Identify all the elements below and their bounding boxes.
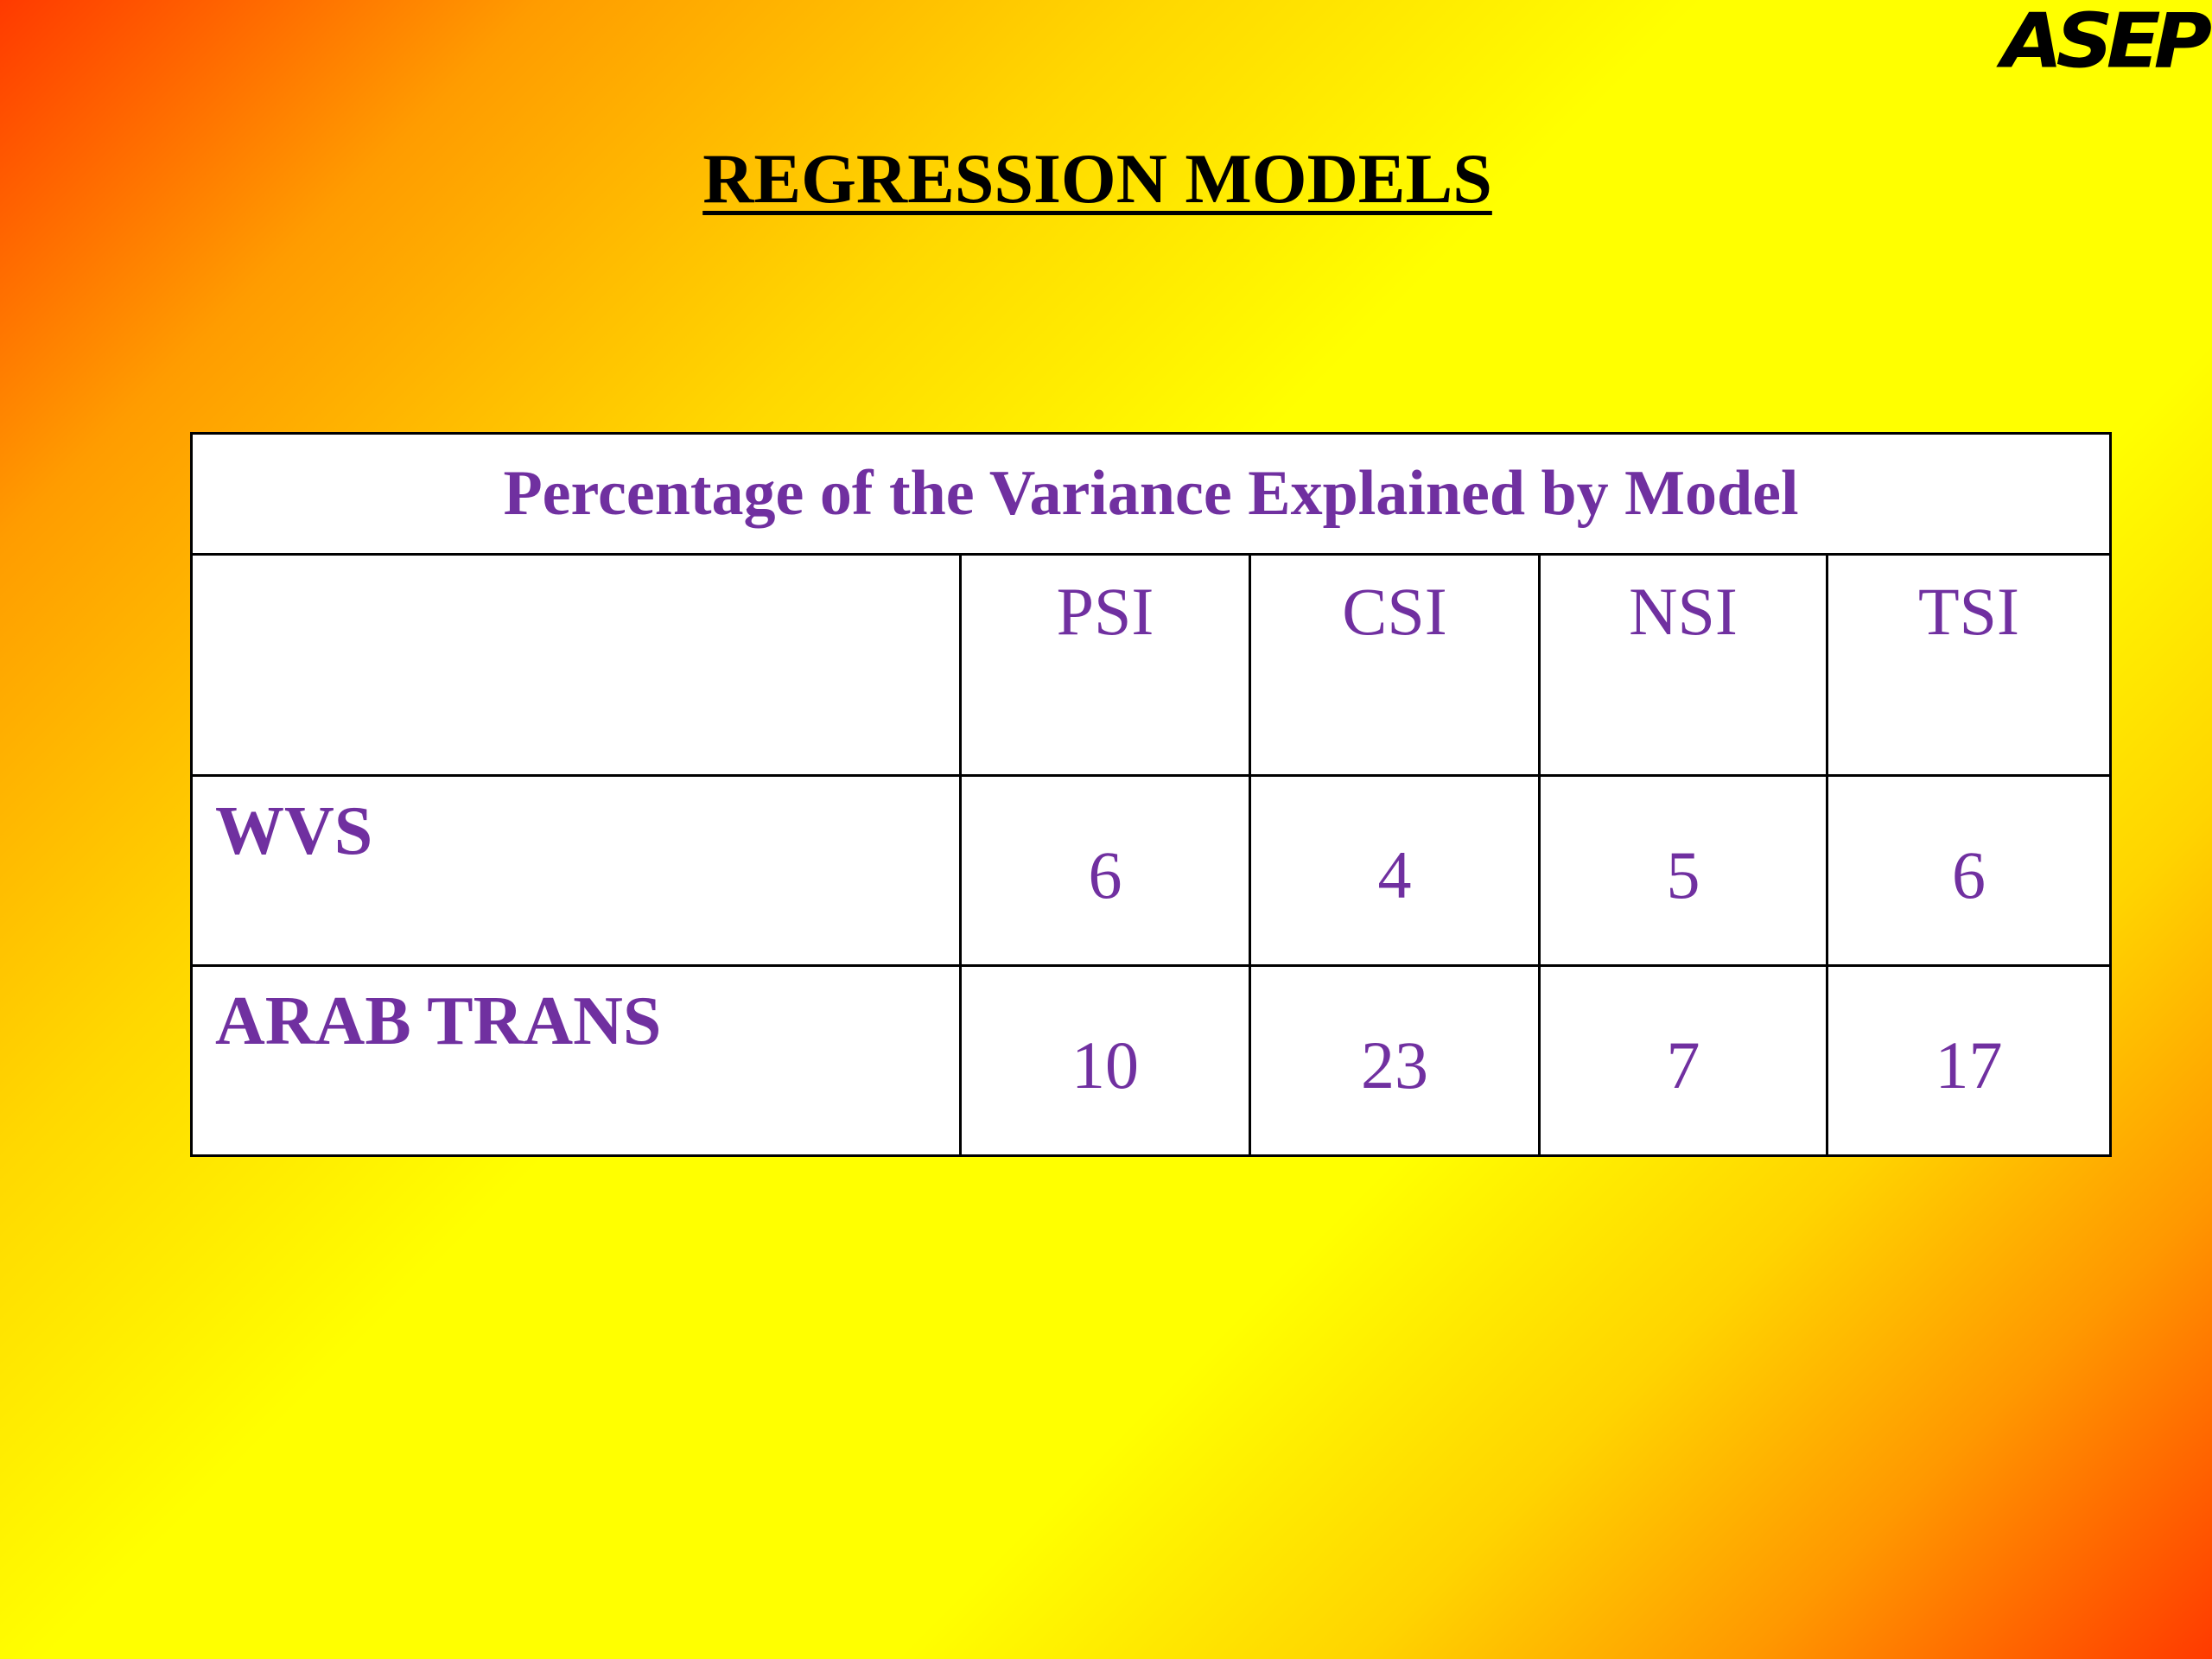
cell: 5 [1538,774,1828,967]
cell: 6 [959,774,1251,967]
caption-row: Percentage of the Variance Explained by … [189,432,2113,556]
slide-title: REGRESSION MODELS [702,139,1492,218]
column-header: CSI [1249,553,1541,777]
column-header: PSI [959,553,1251,777]
column-header: TSI [1825,553,2113,777]
row-label: ARAB TRANS [190,964,962,1157]
cell: 10 [959,964,1251,1157]
column-header: NSI [1538,553,1828,777]
data-table: Percentage of the Variance Explained by … [189,432,2113,1157]
header-row: PSI CSI NSI TSI [190,553,2113,777]
table-caption: Percentage of the Variance Explained by … [189,432,2113,556]
cell: 6 [1825,774,2113,967]
data-row: ARAB TRANS 10 23 7 17 [190,964,2113,1157]
logo: ASEP [2001,0,2212,86]
row-label: WVS [190,774,962,967]
cell: 4 [1249,774,1541,967]
cell: 7 [1538,964,1828,1157]
data-row: WVS 6 4 5 6 [190,774,2113,967]
empty-cell [190,553,962,777]
cell: 17 [1825,964,2113,1157]
cell: 23 [1249,964,1541,1157]
